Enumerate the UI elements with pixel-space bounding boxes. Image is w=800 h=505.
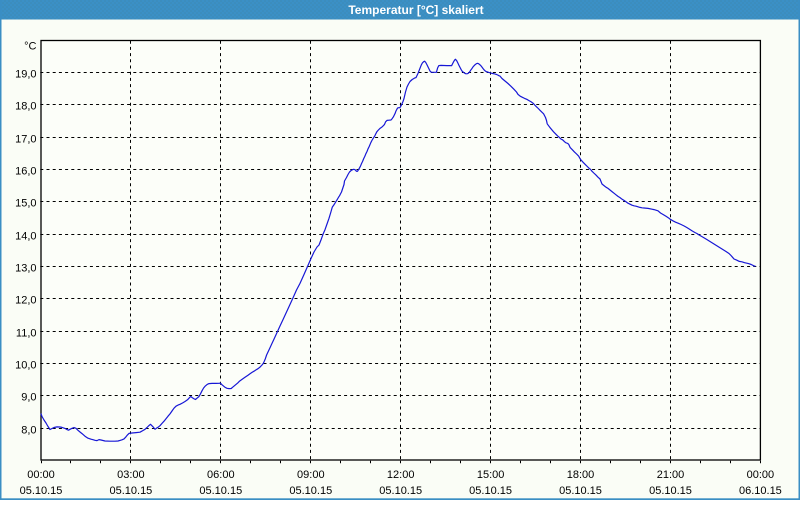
svg-text:03:00: 03:00 [117,469,145,481]
svg-text:12,0: 12,0 [15,295,36,307]
svg-text:°C: °C [24,41,36,53]
svg-text:14,0: 14,0 [15,231,36,243]
svg-text:10,0: 10,0 [15,360,36,372]
svg-text:05.10.15: 05.10.15 [20,485,63,497]
svg-text:18:00: 18:00 [567,469,595,481]
svg-text:05.10.15: 05.10.15 [379,485,422,497]
svg-text:13,0: 13,0 [15,263,36,275]
svg-text:09:00: 09:00 [297,469,325,481]
svg-text:Temperatur [°C] skaliert: Temperatur [°C] skaliert [348,3,483,17]
svg-text:06:00: 06:00 [207,469,235,481]
svg-text:15,0: 15,0 [15,198,36,210]
svg-text:06.10.15: 06.10.15 [739,485,782,497]
svg-text:17,0: 17,0 [15,134,36,146]
svg-text:11,0: 11,0 [16,328,37,340]
svg-text:05.10.15: 05.10.15 [559,485,602,497]
svg-text:19,0: 19,0 [15,69,36,81]
svg-text:05.10.15: 05.10.15 [109,485,152,497]
svg-text:16,0: 16,0 [15,166,36,178]
svg-text:00:00: 00:00 [747,469,775,481]
svg-text:18,0: 18,0 [15,101,36,113]
svg-text:15:00: 15:00 [477,469,505,481]
svg-text:12:00: 12:00 [387,469,415,481]
svg-text:05.10.15: 05.10.15 [649,485,692,497]
svg-text:9,0: 9,0 [21,392,36,404]
svg-text:05.10.15: 05.10.15 [289,485,332,497]
svg-text:21:00: 21:00 [657,469,685,481]
svg-text:00:00: 00:00 [27,469,55,481]
svg-text:8,0: 8,0 [21,425,36,437]
svg-text:05.10.15: 05.10.15 [469,485,512,497]
svg-text:05.10.15: 05.10.15 [199,485,242,497]
